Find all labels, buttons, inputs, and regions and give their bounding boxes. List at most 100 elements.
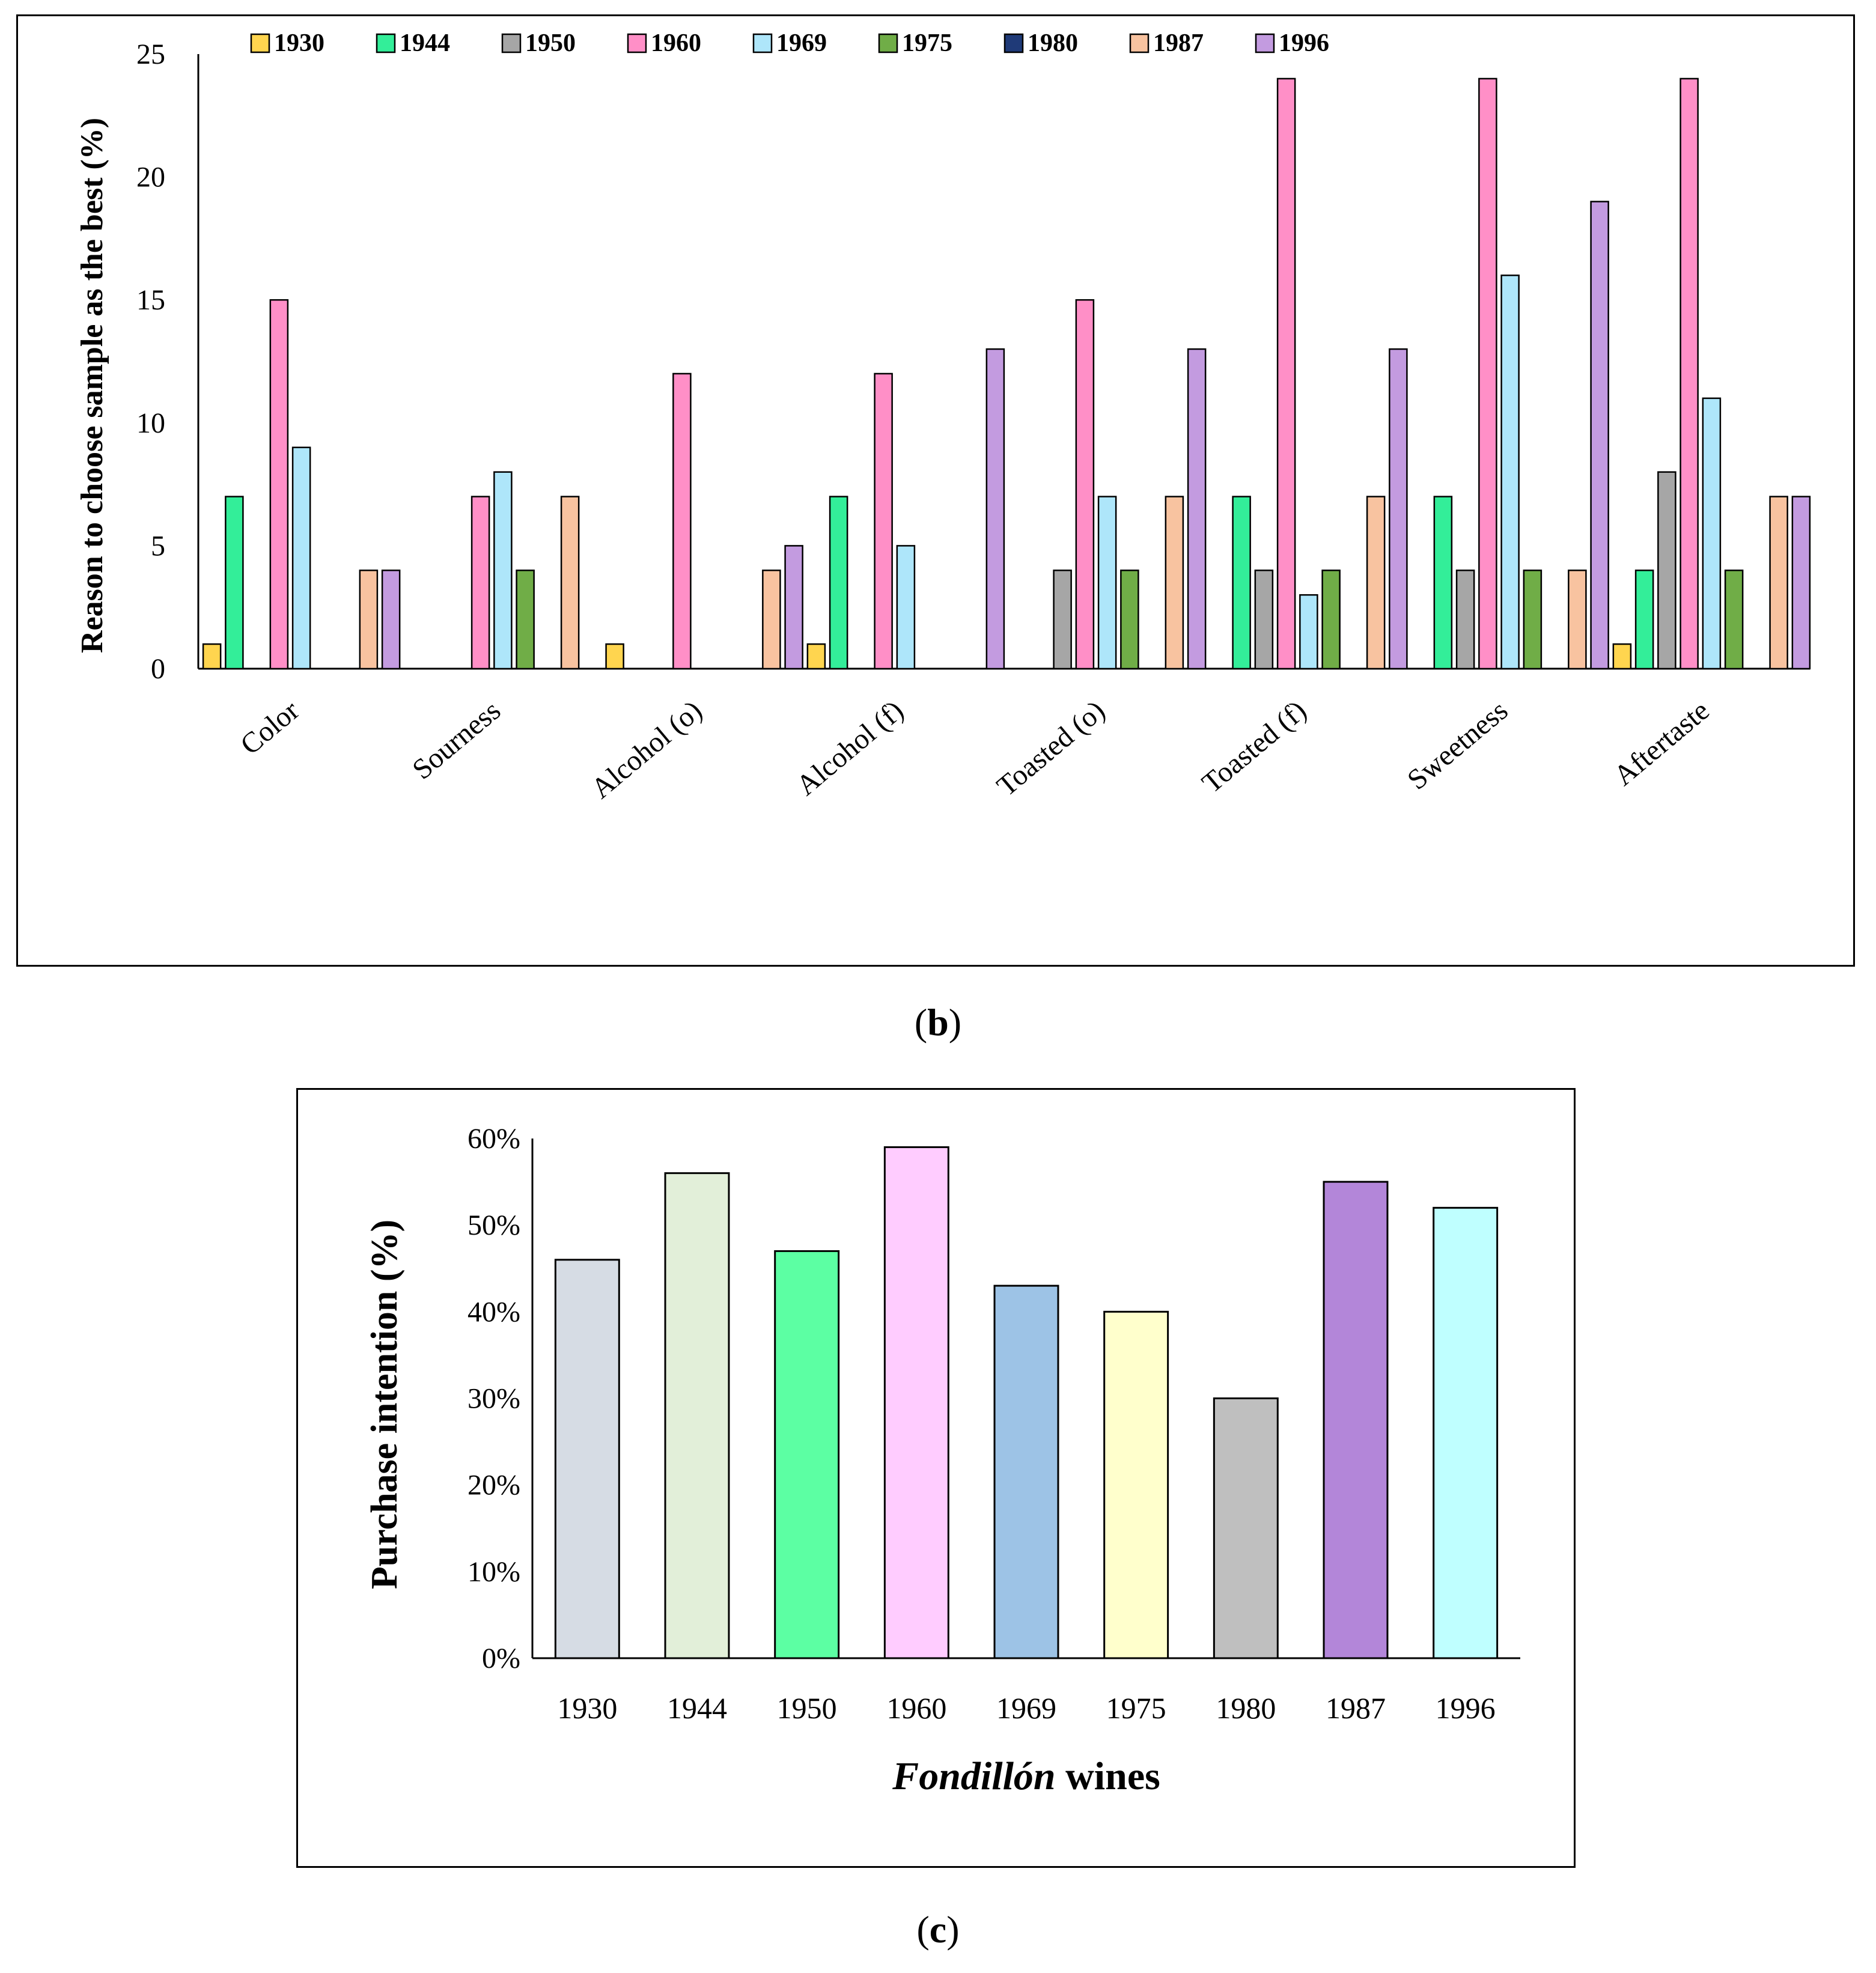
chart-b-legend-swatch [627, 33, 647, 53]
caption-b: (b) [914, 1001, 962, 1044]
chart-c-x-tick-label: 1960 [886, 1691, 946, 1725]
chart-b-legend-label: 1930 [274, 29, 324, 57]
chart-b-bar [806, 643, 826, 670]
chart-c-bar [1323, 1181, 1389, 1659]
chart-b-legend-swatch [1129, 33, 1150, 53]
chart-b-legend-label: 1980 [1028, 29, 1078, 57]
chart-c-bar [1103, 1310, 1169, 1659]
chart-b-x-tick-label: Color [234, 695, 305, 761]
chart-c-y-tick-label: 10% [467, 1556, 520, 1588]
chart-b-bar [1165, 496, 1184, 670]
chart-b-bar [874, 372, 893, 670]
chart-b-legend-swatch [501, 33, 522, 53]
chart-b-x-tick-label: Toasted (f) [1196, 695, 1312, 800]
caption-b-letter: b [927, 1001, 949, 1044]
chart-b-bar [1791, 496, 1811, 670]
chart-b-y-axis-title: Reason to choose sample as the best (%) [75, 118, 109, 653]
chart-b-bar [1187, 348, 1207, 670]
chart-b-x-tick-label: Alcohol (o) [585, 695, 708, 805]
chart-b-bar [784, 545, 803, 670]
chart-c-bar [883, 1146, 949, 1659]
chart-b-x-tick-label: Alcohol (f) [790, 695, 909, 802]
chart-c-y-tick-label: 60% [467, 1123, 520, 1155]
chart-b-legend-swatch [250, 33, 270, 53]
caption-c: (c) [916, 1908, 960, 1951]
chart-c-y-axis-title: Purchase intention (%) [364, 1220, 405, 1589]
chart-b-x-tick-label: Sweetness [1401, 695, 1514, 796]
chart-b-bar [1433, 496, 1453, 670]
chart-c-x-axis-title: Fondillón wines [892, 1754, 1160, 1798]
chart-b-legend-swatch [1255, 33, 1275, 53]
chart-c-x-axis-title-italic: Fondillón [892, 1754, 1055, 1798]
chart-c-y-tick-label: 40% [467, 1296, 520, 1328]
chart-b-bar [269, 299, 289, 670]
chart-b-legend-label: 1996 [1279, 29, 1329, 57]
chart-b-y-tick-label: 10 [136, 407, 165, 439]
chart-c: 0% 10% 20% 30% 40% 50% 60% Purchase intention (… [364, 1123, 1520, 1798]
chart-b-bar [1500, 275, 1520, 670]
chart-c-bar [1213, 1397, 1279, 1659]
chart-c-x-tick-label: 1944 [667, 1691, 727, 1725]
chart-b-legend-label: 1975 [902, 29, 952, 57]
chart-b-legend-label: 1987 [1153, 29, 1204, 57]
chart-b-y-tick-label: 20 [136, 162, 165, 193]
chart-c-bar [774, 1250, 840, 1659]
chart-b-bar [1075, 299, 1095, 670]
chart-b-bar [1612, 643, 1632, 670]
chart-b-bar [1478, 78, 1497, 670]
chart-c-x-tick-label: 1930 [557, 1691, 617, 1725]
chart-b-bar [1657, 471, 1677, 670]
chart-b-bar [1724, 570, 1744, 670]
chart-c-x-axis-title-rest: wines [1056, 1754, 1160, 1798]
chart-b-legend-label: 1969 [776, 29, 827, 57]
chart-b-bar [359, 570, 379, 670]
chart-b-bar [1680, 78, 1699, 670]
chart-b-bar [1232, 496, 1251, 670]
chart-b-legend-swatch [376, 33, 396, 53]
chart-b-bar [672, 372, 692, 670]
chart-b-bar [291, 446, 311, 670]
chart-b-bar [1276, 78, 1296, 670]
chart-b-bar [1634, 570, 1654, 670]
chart-c-x-tick-label: 1996 [1436, 1691, 1496, 1725]
chart-c-x-tick-label: 1980 [1216, 1691, 1276, 1725]
chart-b-bar [493, 471, 513, 670]
chart-b-bar [896, 545, 916, 670]
chart-b-bar [1389, 348, 1408, 670]
chart-b-bar [225, 496, 244, 670]
chart-b-bar [1120, 570, 1139, 670]
chart-b-legend: 1930 1944 1950 1960 1969 1975 1980 1987 1996 [250, 29, 1329, 57]
chart-b-bar [762, 570, 781, 670]
chart-b-y-tick-label: 15 [136, 284, 165, 316]
chart-b-bar [202, 643, 222, 670]
chart-b-x-tick-label: Toasted (o) [991, 695, 1111, 803]
chart-b-x-tick-label: Aftertaste [1608, 695, 1716, 792]
chart-c-bar [554, 1259, 620, 1659]
chart-b-bar [1769, 496, 1788, 670]
chart-b-bar [1053, 570, 1072, 670]
chart-b-bar [1455, 570, 1475, 670]
chart-b-bar [1523, 570, 1543, 670]
chart-c-bar [993, 1284, 1059, 1659]
chart-b-bar [560, 496, 580, 670]
chart-b-bar [1702, 397, 1722, 670]
chart-b-bar [1590, 201, 1609, 670]
chart-b-bar [985, 348, 1005, 670]
chart-c-x-tick-label: 1969 [996, 1691, 1056, 1725]
chart-b-legend-label: 1944 [400, 29, 450, 57]
chart-b-panel [16, 14, 1855, 967]
chart-b-y-tick-label: 5 [151, 530, 165, 562]
chart-b-y-tick-label: 25 [136, 38, 165, 70]
chart-b-bar [1321, 570, 1341, 670]
chart-b: 0 5 10 15 20 25 Reason to choose sample as the… [75, 29, 1811, 805]
chart-b-legend-swatch [878, 33, 898, 53]
chart-b-legend-swatch [752, 33, 773, 53]
chart-c-bar [664, 1172, 730, 1659]
chart-c-y-tick-label: 20% [467, 1470, 520, 1501]
chart-c-y-tick-label: 0% [482, 1643, 520, 1674]
chart-b-legend-label: 1960 [651, 29, 701, 57]
chart-c-x-tick-label: 1987 [1326, 1691, 1386, 1725]
chart-c-x-tick-label: 1950 [777, 1691, 837, 1725]
chart-b-bar [829, 496, 848, 670]
